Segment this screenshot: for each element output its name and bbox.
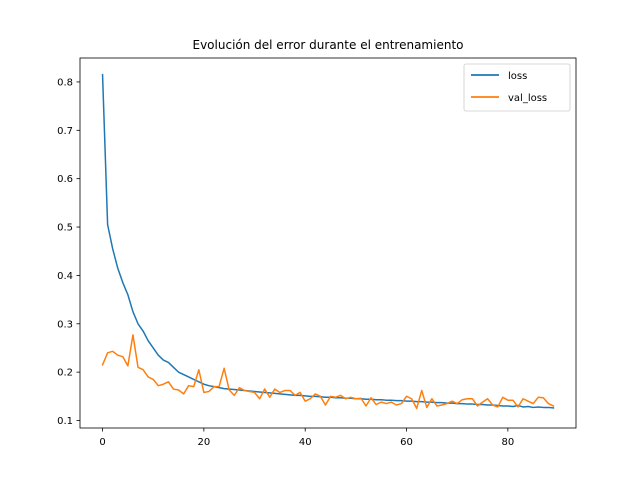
series-layer (101, 73, 555, 410)
x-tick-label: 0 (99, 437, 105, 448)
legend-val-loss-label: val_loss (508, 93, 547, 104)
y-tick-label: 0.7 (57, 126, 73, 137)
y-tick-label: 0.3 (57, 319, 73, 330)
y-tick-label: 0.8 (57, 77, 73, 88)
plot-frame (79, 57, 577, 429)
chart-title: Evolución del error durante el entrenami… (193, 38, 464, 52)
legend-loss-label: loss (508, 71, 527, 82)
legend: loss val_loss (463, 63, 571, 112)
series-line-val-loss (101, 334, 555, 410)
x-axis: 0 20 40 60 80 (99, 428, 514, 448)
y-tick-label: 0.4 (57, 271, 73, 282)
y-tick-label: 0.1 (57, 416, 73, 427)
y-tick-label: 0.5 (57, 223, 73, 234)
y-axis: 0.1 0.2 0.3 0.4 0.5 0.6 0.7 0.8 (57, 77, 80, 427)
x-tick-label: 80 (501, 437, 514, 448)
x-tick-label: 40 (299, 437, 312, 448)
x-tick-label: 20 (198, 437, 211, 448)
x-tick-label: 60 (400, 437, 413, 448)
y-tick-label: 0.6 (57, 174, 73, 185)
y-tick-label: 0.2 (57, 368, 73, 379)
